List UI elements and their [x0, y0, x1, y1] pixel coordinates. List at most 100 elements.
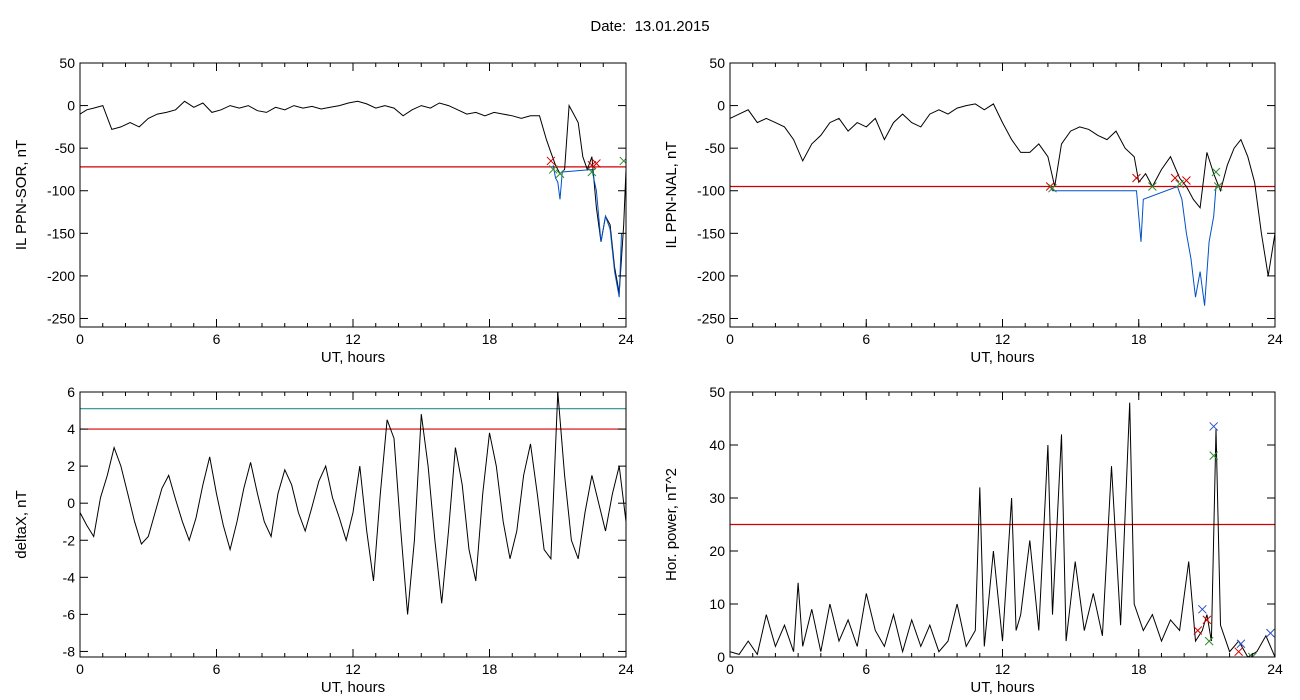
- y-tick-label: 50: [709, 55, 725, 71]
- x-tick-label: 24: [1267, 661, 1283, 677]
- x-marker-stroke: [1209, 451, 1219, 460]
- y-tick-label: 40: [709, 437, 725, 453]
- y-tick-label: -150: [697, 225, 725, 241]
- x-marker: [587, 160, 597, 170]
- x-marker: [1234, 647, 1244, 657]
- x-marker: [1236, 639, 1246, 649]
- x-marker-stroke: [1236, 639, 1246, 649]
- chart-nal: 0 6 12 18 24 50 0 -50 -100 -150 -200 -250 UT, hours I…: [663, 55, 1283, 366]
- x-tick-label: 6: [213, 661, 221, 677]
- x-tick-label: 18: [1131, 661, 1147, 677]
- y-tick-label: 0: [717, 98, 725, 114]
- x-marker-stroke: [1182, 176, 1191, 185]
- x-marker-stroke: [1132, 173, 1141, 183]
- y-tick-label: -200: [47, 268, 75, 284]
- y-tick-label: 20: [709, 543, 725, 559]
- series-line: [552, 165, 622, 298]
- x-marker: [1193, 626, 1203, 635]
- x-marker: [548, 165, 558, 174]
- x-marker-stroke: [619, 157, 626, 166]
- series-line: [80, 392, 626, 615]
- x-axis-label: UT, hours: [970, 679, 1034, 696]
- x-marker: [1132, 173, 1141, 183]
- y-tick-label: -8: [63, 643, 76, 659]
- series-line: [730, 103, 1275, 276]
- x-tick-label: 24: [618, 661, 634, 677]
- y-tick-label: -100: [47, 183, 75, 199]
- x-marker-stroke: [1193, 626, 1203, 635]
- x-marker: [619, 156, 626, 166]
- x-tick-label: 12: [995, 331, 1011, 347]
- y-tick-label: -50: [55, 140, 75, 156]
- date-label: Date:: [590, 18, 627, 35]
- y-tick-label: 0: [67, 495, 75, 511]
- x-tick-label: 12: [345, 661, 361, 677]
- x-marker-stroke: [548, 165, 558, 174]
- chart-date-title: Date: 13.01.2015: [0, 18, 1300, 35]
- series-line: [80, 100, 626, 293]
- y-tick-label: -200: [697, 268, 725, 284]
- x-marker-stroke: [555, 169, 565, 179]
- x-marker-stroke: [1209, 422, 1219, 431]
- data-area: [80, 392, 626, 615]
- series-line: [1049, 185, 1217, 306]
- x-marker: [1170, 173, 1180, 183]
- x-marker-stroke: [1211, 167, 1221, 177]
- x-marker-stroke: [1204, 636, 1214, 646]
- x-marker-stroke: [1148, 182, 1157, 191]
- y-tick-label: 50: [59, 55, 75, 71]
- y-tick-label: -4: [63, 569, 76, 585]
- data-area: [730, 103, 1275, 306]
- y-tick-label: -2: [63, 532, 76, 548]
- y-tick-label: 6: [67, 384, 75, 400]
- y-tick-label: -250: [47, 310, 75, 326]
- y-axis-label: Hor. power, nT^2: [663, 468, 680, 581]
- x-axis-label: UT, hours: [321, 679, 385, 696]
- x-tick-label: 6: [213, 331, 221, 347]
- x-marker-stroke: [1202, 615, 1212, 625]
- x-tick-label: 24: [618, 331, 634, 347]
- y-tick-label: 10: [709, 596, 725, 612]
- y-axis-label: IL PPN-NAL, nT: [663, 142, 680, 249]
- x-axis-label: UT, hours: [970, 349, 1034, 366]
- x-axis-label: UT, hours: [321, 349, 385, 366]
- x-marker: [1202, 615, 1212, 625]
- x-tick-label: 0: [76, 661, 84, 677]
- y-tick-label: 0: [717, 649, 725, 665]
- series-line: [730, 402, 1275, 657]
- x-tick-label: 24: [1267, 331, 1283, 347]
- y-tick-label: 30: [709, 490, 725, 506]
- x-marker-stroke: [1048, 183, 1057, 193]
- plot-frame: [79, 391, 627, 658]
- data-area: [730, 402, 1275, 657]
- x-marker: [555, 169, 565, 179]
- x-marker-stroke: [1213, 182, 1223, 191]
- x-marker: [1213, 182, 1223, 191]
- x-marker: [1209, 422, 1219, 431]
- x-tick-label: 0: [726, 331, 734, 347]
- x-tick-label: 18: [1131, 331, 1147, 347]
- x-marker: [1247, 652, 1257, 657]
- x-marker-stroke: [1175, 179, 1184, 189]
- x-tick-label: 6: [862, 331, 870, 347]
- y-tick-label: -100: [697, 183, 725, 199]
- x-marker: [592, 159, 601, 168]
- x-marker-stroke: [1197, 604, 1207, 614]
- x-marker-stroke: [592, 159, 601, 168]
- x-marker: [1197, 604, 1207, 614]
- y-tick-label: 50: [709, 384, 725, 400]
- x-marker-stroke: [587, 160, 597, 170]
- chart-deltax: 0 6 12 18 24 6 4 2 0 -2 -4 -6 -8 UT, hours deltaX, nT: [13, 384, 634, 696]
- plot-frame: [729, 62, 1276, 328]
- y-axis-label: deltaX, nT: [13, 490, 30, 558]
- x-tick-label: 0: [76, 331, 84, 347]
- x-marker: [1211, 167, 1221, 177]
- y-tick-label: -150: [47, 225, 75, 241]
- x-marker-stroke: [546, 156, 556, 166]
- x-marker: [587, 167, 597, 177]
- x-marker: [1266, 628, 1275, 638]
- y-tick-label: 2: [67, 458, 75, 474]
- y-tick-label: -50: [705, 140, 725, 156]
- x-marker-stroke: [1266, 628, 1275, 638]
- x-marker-stroke: [1234, 647, 1244, 657]
